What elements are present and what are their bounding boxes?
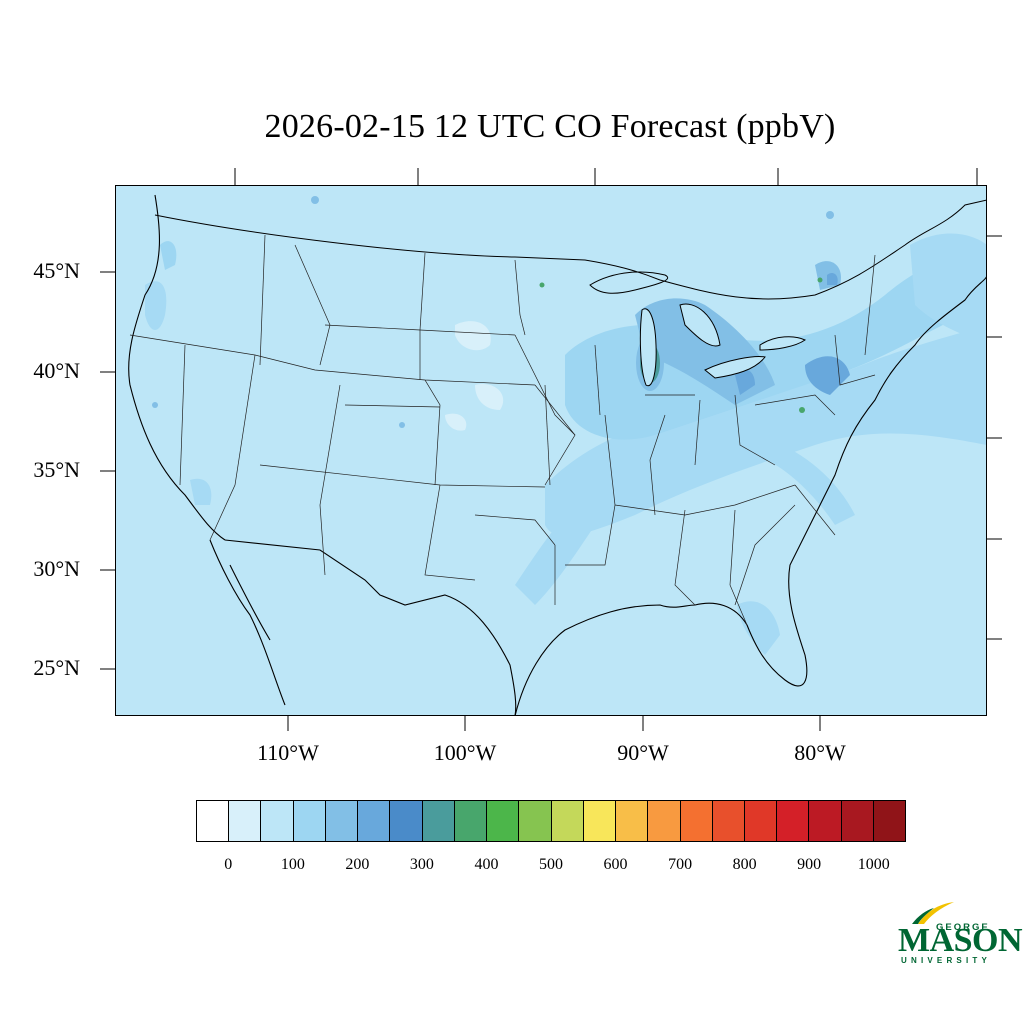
- lat-label-25n: 25°N: [33, 655, 80, 680]
- colorbar-swatch: [616, 801, 649, 841]
- lat-label-30n: 30°N: [33, 556, 80, 581]
- colorbar-swatch: [454, 801, 488, 841]
- colorbar-label: 600: [603, 856, 628, 873]
- logo-george: GEORGE: [936, 922, 990, 933]
- colorbar-label: 400: [474, 856, 499, 873]
- colorbar-swatch: [325, 801, 359, 841]
- map-background: [115, 185, 987, 716]
- colorbar-label: 300: [409, 856, 434, 873]
- colorbar-swatch: [841, 801, 874, 841]
- colorbar-label: 100: [280, 856, 305, 873]
- colorbar-swatch: [777, 801, 810, 841]
- colorbar-swatch: [197, 801, 230, 841]
- lat-label-35n: 35°N: [33, 457, 80, 482]
- colorbar-swatch: [551, 801, 584, 841]
- map-panel: [115, 185, 987, 716]
- lon-label-100w: 100°W: [433, 740, 497, 765]
- lon-label-110w: 110°W: [257, 740, 319, 765]
- country-borders: [154, 199, 987, 300]
- map-title: 2026-02-15 12 UTC CO Forecast (ppbV): [264, 108, 836, 145]
- colorbar-swatch: [712, 801, 745, 841]
- lat-label-40n: 40°N: [33, 358, 80, 383]
- state-borders: [129, 234, 876, 626]
- logo-mason: MASON: [898, 922, 1023, 959]
- colorbar-swatch: [744, 801, 778, 841]
- colorbar-label: 900: [797, 856, 822, 873]
- colorbar-swatch: [229, 801, 262, 841]
- colorbar-swatch: [390, 801, 423, 841]
- colorbar-label: 700: [668, 856, 693, 873]
- gmu-logo: GEORGE MASON UNIVERSITY: [898, 900, 1023, 970]
- co-shading: [145, 196, 987, 655]
- colorbar-label: 0: [224, 856, 233, 873]
- colorbar-label: 500: [539, 856, 563, 873]
- colorbar-swatch: [648, 801, 681, 841]
- colorbar-swatch: [358, 801, 391, 841]
- lat-label-45n: 45°N: [33, 258, 80, 283]
- colorbar-swatch: [487, 801, 520, 841]
- map-frame: [115, 185, 987, 716]
- colorbar-swatch: [519, 801, 552, 841]
- colorbar-swatch: [261, 801, 294, 841]
- logo-university: UNIVERSITY: [901, 956, 992, 965]
- lon-label-80w: 80°W: [794, 740, 846, 765]
- colorbar-swatch: [583, 801, 617, 841]
- logo-swoosh-icon: [912, 902, 954, 924]
- colorbar-label: 1000: [857, 856, 890, 873]
- colorbar-swatch: [293, 801, 326, 841]
- colorbar: [196, 800, 906, 842]
- great-lakes: [589, 271, 806, 387]
- co-forecast-map: [115, 185, 987, 716]
- colorbar-swatch: [422, 801, 455, 841]
- colorbar-label: 200: [345, 856, 370, 873]
- colorbar-swatch: [680, 801, 713, 841]
- colorbar-swatch: [873, 801, 906, 841]
- colorbar-swatch: [809, 801, 842, 841]
- coastlines: [128, 194, 987, 716]
- lon-label-90w: 90°W: [617, 740, 669, 765]
- colorbar-label: 800: [732, 856, 757, 873]
